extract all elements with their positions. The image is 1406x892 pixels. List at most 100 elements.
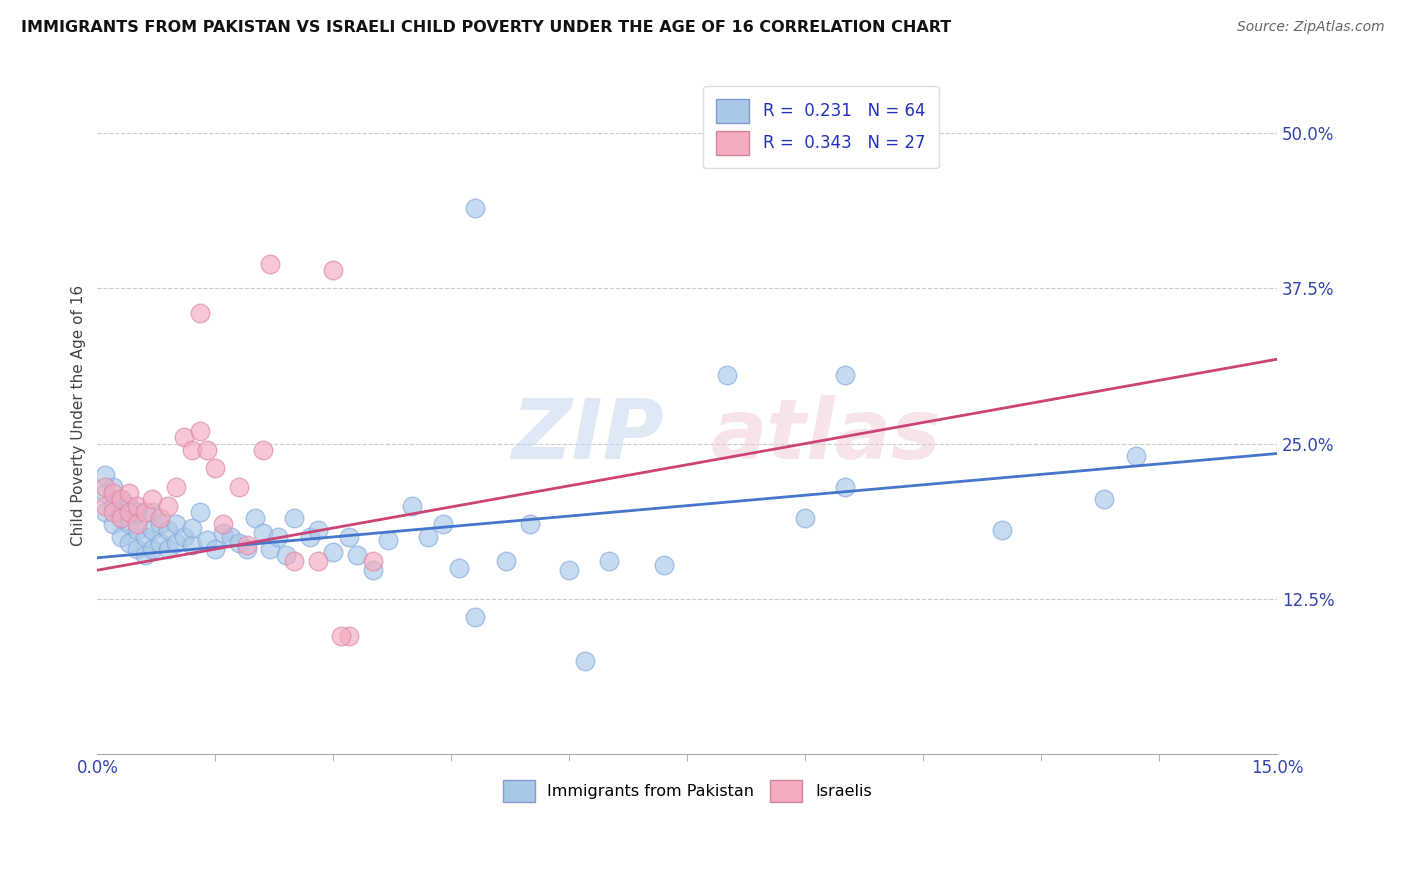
- Point: [794, 511, 817, 525]
- Point: [228, 480, 250, 494]
- Point: [283, 511, 305, 525]
- Point: [110, 492, 132, 507]
- Point: [307, 524, 329, 538]
- Point: [212, 525, 235, 540]
- Point: [118, 486, 141, 500]
- Point: [252, 525, 274, 540]
- Point: [243, 511, 266, 525]
- Point: [495, 554, 517, 568]
- Point: [361, 563, 384, 577]
- Point: [834, 368, 856, 383]
- Point: [141, 492, 163, 507]
- Point: [716, 368, 738, 383]
- Point: [94, 505, 117, 519]
- Point: [101, 499, 124, 513]
- Point: [574, 654, 596, 668]
- Point: [464, 201, 486, 215]
- Point: [1125, 449, 1147, 463]
- Point: [337, 629, 360, 643]
- Point: [149, 517, 172, 532]
- Point: [141, 524, 163, 538]
- Point: [401, 499, 423, 513]
- Point: [125, 517, 148, 532]
- Point: [134, 505, 156, 519]
- Point: [432, 517, 454, 532]
- Point: [188, 424, 211, 438]
- Point: [141, 542, 163, 557]
- Point: [173, 530, 195, 544]
- Point: [204, 461, 226, 475]
- Point: [197, 442, 219, 457]
- Point: [94, 499, 117, 513]
- Point: [94, 480, 117, 494]
- Text: IMMIGRANTS FROM PAKISTAN VS ISRAELI CHILD POVERTY UNDER THE AGE OF 16 CORRELATIO: IMMIGRANTS FROM PAKISTAN VS ISRAELI CHIL…: [21, 20, 952, 35]
- Point: [236, 538, 259, 552]
- Point: [101, 505, 124, 519]
- Point: [834, 480, 856, 494]
- Point: [94, 486, 117, 500]
- Point: [110, 530, 132, 544]
- Point: [449, 560, 471, 574]
- Point: [180, 442, 202, 457]
- Point: [267, 530, 290, 544]
- Point: [276, 549, 298, 563]
- Point: [298, 530, 321, 544]
- Point: [197, 533, 219, 548]
- Point: [157, 542, 180, 557]
- Point: [337, 530, 360, 544]
- Point: [134, 549, 156, 563]
- Point: [558, 563, 581, 577]
- Point: [165, 480, 187, 494]
- Point: [464, 610, 486, 624]
- Point: [652, 558, 675, 573]
- Text: ZIP: ZIP: [512, 395, 664, 476]
- Point: [110, 511, 132, 525]
- Point: [125, 542, 148, 557]
- Point: [157, 499, 180, 513]
- Point: [1092, 492, 1115, 507]
- Point: [322, 544, 344, 558]
- Point: [180, 521, 202, 535]
- Y-axis label: Child Poverty Under the Age of 16: Child Poverty Under the Age of 16: [72, 285, 86, 546]
- Point: [149, 511, 172, 525]
- Point: [219, 530, 242, 544]
- Point: [134, 530, 156, 544]
- Point: [149, 536, 172, 550]
- Point: [307, 554, 329, 568]
- Point: [361, 554, 384, 568]
- Point: [236, 542, 259, 557]
- Point: [377, 533, 399, 548]
- Point: [165, 536, 187, 550]
- Point: [118, 517, 141, 532]
- Point: [125, 524, 148, 538]
- Point: [519, 517, 541, 532]
- Point: [180, 538, 202, 552]
- Point: [259, 257, 281, 271]
- Point: [118, 505, 141, 519]
- Point: [101, 517, 124, 532]
- Point: [212, 517, 235, 532]
- Text: atlas: atlas: [711, 395, 942, 476]
- Point: [94, 467, 117, 482]
- Point: [118, 499, 141, 513]
- Point: [259, 542, 281, 557]
- Point: [416, 530, 439, 544]
- Point: [101, 486, 124, 500]
- Point: [598, 554, 620, 568]
- Point: [283, 554, 305, 568]
- Point: [101, 480, 124, 494]
- Point: [110, 492, 132, 507]
- Point: [991, 524, 1014, 538]
- Point: [165, 517, 187, 532]
- Point: [188, 306, 211, 320]
- Point: [204, 542, 226, 557]
- Point: [322, 262, 344, 277]
- Point: [110, 511, 132, 525]
- Point: [188, 505, 211, 519]
- Point: [228, 536, 250, 550]
- Point: [141, 505, 163, 519]
- Point: [330, 629, 353, 643]
- Point: [157, 524, 180, 538]
- Legend: Immigrants from Pakistan, Israelis: Immigrants from Pakistan, Israelis: [492, 769, 883, 814]
- Text: Source: ZipAtlas.com: Source: ZipAtlas.com: [1237, 20, 1385, 34]
